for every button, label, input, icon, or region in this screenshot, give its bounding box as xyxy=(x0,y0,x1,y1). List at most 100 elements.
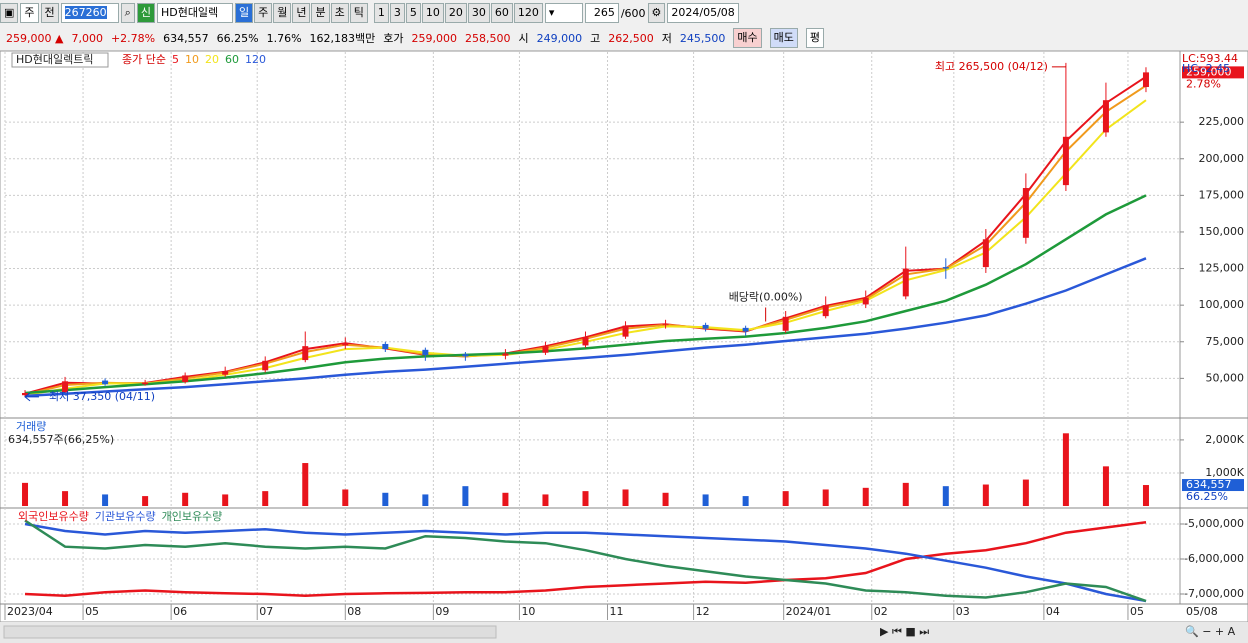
toolbar-button[interactable]: 분 xyxy=(311,3,330,23)
last-date: 05/08 xyxy=(1186,605,1218,618)
candle-body xyxy=(62,381,69,393)
scroll-thumb[interactable] xyxy=(3,625,497,639)
max-count: /600 xyxy=(620,6,646,20)
buy-button[interactable]: 매수 xyxy=(733,28,762,48)
candle-body xyxy=(302,346,309,361)
volume-bar xyxy=(1142,485,1149,506)
x-tick-label: 09 xyxy=(435,605,449,618)
annotation: 최저 37,350 (04/11) xyxy=(49,390,155,403)
legend-label: 기관보유수량 xyxy=(95,510,156,523)
high-label: 고 xyxy=(590,32,601,45)
volume-bar xyxy=(342,489,349,506)
toolbar-button[interactable]: 틱 xyxy=(349,3,368,23)
volume-bar xyxy=(222,494,229,506)
low-label: 저 xyxy=(661,32,672,45)
interval-group: 1 3 5 10 20 30 60 120 xyxy=(373,3,543,23)
y-tick-label: 200,000 xyxy=(1199,152,1245,165)
toolbar-button[interactable]: 1 xyxy=(373,3,389,23)
legend-label: 개인보유수량 xyxy=(162,510,223,523)
x-tick-label: 08 xyxy=(347,605,361,618)
candle-body xyxy=(822,305,829,317)
nav-buttons[interactable]: ▶ ⏮ ■ ⏭ xyxy=(880,625,929,638)
y-tick-label: -7,000,000 xyxy=(1184,587,1244,600)
date-input[interactable]: 2024/05/08 xyxy=(667,3,739,23)
y-tick-label: 75,000 xyxy=(1206,335,1245,348)
y-tick-label: -5,000,000 xyxy=(1184,517,1244,530)
low: 245,500 xyxy=(679,31,726,45)
change: 7,000 xyxy=(71,31,103,45)
count-input[interactable]: 265 xyxy=(584,3,619,23)
candle-body xyxy=(622,325,629,337)
x-tick-label: 10 xyxy=(521,605,535,618)
legend-label: 5 xyxy=(172,53,179,66)
volume: 634,557 xyxy=(163,31,209,45)
toolbar-button[interactable]: 10 xyxy=(421,3,444,23)
toolbar-button[interactable]: 월 xyxy=(273,3,292,23)
toolbar-button[interactable]: 120 xyxy=(513,3,543,23)
sell-button[interactable]: 매도 xyxy=(769,28,798,48)
zoom-buttons[interactable]: 🔍 − + A xyxy=(1185,624,1236,638)
x-tick-label: 05 xyxy=(85,605,99,618)
series-line xyxy=(24,520,1147,597)
high: 262,500 xyxy=(608,31,654,45)
x-tick-label: 07 xyxy=(259,605,273,618)
volume-bar xyxy=(422,494,429,506)
candle-body xyxy=(1062,136,1069,186)
volume-bar xyxy=(502,492,509,506)
candle-body xyxy=(542,346,549,353)
candle-body xyxy=(1142,72,1149,88)
y-tick-label: 50,000 xyxy=(1206,371,1245,384)
candle-body xyxy=(142,382,149,385)
search-button[interactable]: ⌕ xyxy=(120,3,135,23)
y-tick-label: 1,000K xyxy=(1205,466,1244,479)
toolbar-button[interactable]: 5 xyxy=(405,3,421,23)
volume-bar xyxy=(982,484,989,506)
ma-line xyxy=(24,257,1147,398)
volume-bar xyxy=(1062,433,1069,506)
volume-bar xyxy=(702,494,709,506)
volume-bar xyxy=(662,492,669,506)
annotation: 배당락(0.00%) xyxy=(729,291,803,304)
y-tick-label: 225,000 xyxy=(1199,115,1245,128)
bid: 258,500 xyxy=(465,31,511,45)
prefix[interactable]: 전 xyxy=(40,3,59,23)
open-label: 시 xyxy=(518,32,529,45)
candle-body xyxy=(982,239,989,268)
volume-bar xyxy=(382,492,389,506)
y-tick-label: 2,000K xyxy=(1205,433,1244,446)
candle-body xyxy=(742,327,749,332)
volume-bar xyxy=(582,491,589,506)
change-label: 2.78% xyxy=(1186,77,1221,90)
current-label: 634,557 xyxy=(1186,478,1232,491)
avg-button[interactable]: 평 xyxy=(805,28,825,48)
code-input[interactable]: 267260 xyxy=(60,3,119,23)
title-box xyxy=(11,52,109,68)
toolbar-button[interactable]: 초 xyxy=(330,3,349,23)
toolbar-button[interactable]: 30 xyxy=(467,3,490,23)
volume-bar xyxy=(782,491,789,506)
hc-label: HC:-2.45 xyxy=(1182,62,1230,75)
annotation: 최고 265,500 (04/12) xyxy=(935,60,1048,73)
candle-body xyxy=(462,354,469,357)
volume-bar xyxy=(862,487,869,506)
toolbar-button[interactable]: 년 xyxy=(292,3,311,23)
tool-icons[interactable]: ⚙ xyxy=(647,3,666,23)
x-tick-label: 05 xyxy=(1130,605,1144,618)
blank-select[interactable]: ▾ xyxy=(544,3,583,23)
toolbar-button[interactable]: 3 xyxy=(389,3,405,23)
candle-body xyxy=(942,267,949,269)
menu-icon[interactable]: ▣ xyxy=(0,3,19,23)
legend-label: 10 xyxy=(185,53,199,66)
toolbar-button[interactable]: 60 xyxy=(490,3,513,23)
volume-bar xyxy=(102,494,109,506)
toolbar-button[interactable]: 일 xyxy=(234,3,254,23)
current-label: 259,000 xyxy=(1186,65,1232,78)
candle-body xyxy=(502,353,509,356)
market-select[interactable]: 주 xyxy=(20,3,39,23)
stock-name: HD현대일렉 xyxy=(156,3,233,23)
ratio-label: 66.25% xyxy=(1186,490,1228,503)
toolbar-button[interactable]: 20 xyxy=(444,3,467,23)
toolbar-button[interactable]: 주 xyxy=(254,3,273,23)
badge: 신 xyxy=(136,3,155,23)
